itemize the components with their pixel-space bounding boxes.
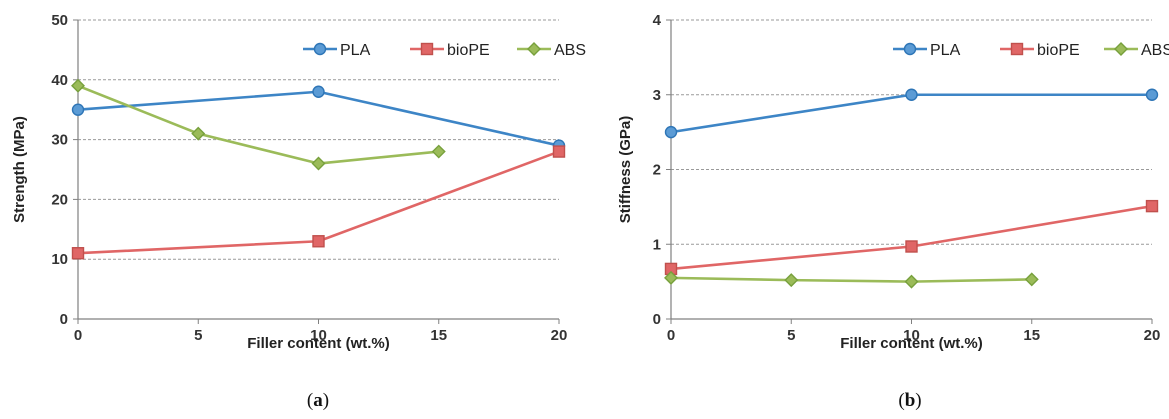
- data-point-PLA: [312, 85, 325, 98]
- y-tick-label: 30: [51, 132, 68, 149]
- data-point-ABS: [664, 270, 678, 285]
- y-tick-label: 20: [51, 191, 68, 208]
- legend: PLA bioPE ABS: [893, 42, 1169, 59]
- chart-panel-b: 0 1 2 3 4 0 5 10 15 20 Filler content (wt.%) Stiffn…: [617, 12, 1169, 411]
- series-PLA: [71, 85, 566, 152]
- legend-marker-bioPE: [1010, 42, 1024, 56]
- series-line-ABS: [670, 276, 1032, 283]
- y-tick-label: 4: [653, 12, 662, 29]
- data-point-ABS: [1024, 272, 1039, 287]
- legend-label-bioPE: bioPE: [1037, 42, 1080, 59]
- data-point-bioPE: [1145, 199, 1159, 213]
- legend-marker-PLA: [903, 42, 917, 56]
- data-point-PLA: [664, 125, 678, 139]
- x-tick-label: 5: [194, 327, 202, 344]
- series-line-bioPE: [670, 204, 1153, 271]
- legend-marker-bioPE: [420, 42, 434, 56]
- y-tick-label: 40: [51, 72, 68, 89]
- series-bioPE: [71, 145, 566, 260]
- series-line-PLA: [77, 90, 560, 147]
- data-point-ABS: [784, 273, 799, 288]
- legend-label-ABS: ABS: [1141, 42, 1169, 59]
- x-axis-title: Filler content (wt.%): [247, 335, 390, 352]
- data-point-ABS: [904, 274, 919, 289]
- data-point-PLA: [905, 88, 918, 101]
- data-point-ABS: [431, 144, 446, 159]
- x-tick-label: 20: [1144, 327, 1161, 344]
- y-tick-label: 50: [51, 12, 68, 29]
- x-tick-label: 0: [74, 327, 82, 344]
- series-ABS: [71, 78, 446, 171]
- legend-label-PLA: PLA: [340, 42, 371, 59]
- data-point-PLA: [1145, 88, 1159, 101]
- series-line-ABS: [77, 84, 439, 165]
- legend-label-bioPE: bioPE: [447, 42, 490, 59]
- y-tick-label: 2: [653, 162, 661, 179]
- panel-caption: (a): [307, 390, 329, 411]
- data-point-ABS: [191, 126, 206, 141]
- x-tick-label: 5: [787, 327, 795, 344]
- y-tick-label: 1: [653, 236, 661, 253]
- legend-marker-ABS: [1114, 42, 1128, 56]
- series-ABS: [664, 270, 1039, 289]
- x-tick-label: 0: [667, 327, 675, 344]
- y-axis-title: Stiffness (GPa): [617, 116, 634, 224]
- data-point-bioPE: [71, 247, 85, 260]
- data-point-ABS: [311, 156, 326, 171]
- legend-marker-ABS: [527, 42, 541, 56]
- y-tick-label: 3: [653, 87, 661, 104]
- data-point-bioPE: [905, 240, 918, 253]
- data-point-PLA: [71, 103, 85, 116]
- y-tick-label: 0: [653, 311, 661, 328]
- data-point-bioPE: [552, 145, 566, 158]
- legend-label-PLA: PLA: [930, 42, 961, 59]
- y-tick-label: 0: [60, 311, 68, 328]
- x-tick-label: 15: [430, 327, 447, 344]
- legend: PLA bioPE ABS: [303, 42, 586, 59]
- x-tick-label: 20: [551, 327, 568, 344]
- x-axis-title: Filler content (wt.%): [840, 335, 983, 352]
- legend-marker-PLA: [313, 42, 327, 56]
- x-tick-label: 10: [903, 327, 920, 344]
- data-point-ABS: [71, 78, 85, 93]
- y-axis-title: Strength (MPa): [11, 116, 28, 223]
- data-point-bioPE: [312, 235, 325, 248]
- series-PLA: [664, 88, 1159, 139]
- y-tick-label: 10: [51, 251, 68, 268]
- x-tick-label: 10: [310, 327, 327, 344]
- legend-label-ABS: ABS: [554, 42, 586, 59]
- panel-caption: (b): [898, 390, 921, 411]
- chart-panel-a: 0 10 20 30 40 50 0 5 10 15 20 Filler content (wt.%)…: [11, 12, 586, 411]
- series-bioPE: [664, 199, 1159, 276]
- x-tick-label: 15: [1023, 327, 1040, 344]
